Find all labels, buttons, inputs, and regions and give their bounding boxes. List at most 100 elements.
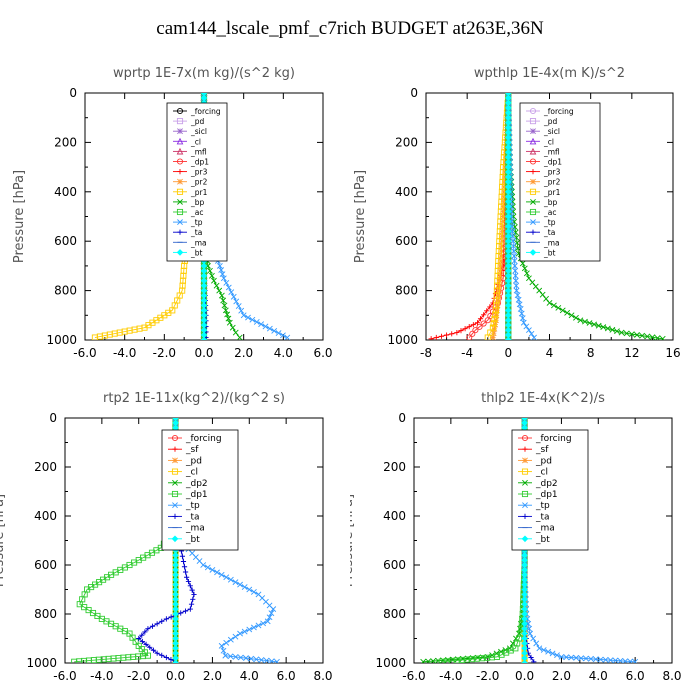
y-axis-label: Pressure [hPa] (12, 170, 27, 263)
legend-label: _forcing (185, 434, 222, 444)
legend-label: _pr3 (190, 168, 208, 177)
data-point (519, 315, 526, 322)
legend-marker (530, 229, 536, 235)
data-point (213, 282, 220, 289)
data-point (484, 334, 491, 340)
legend-marker (521, 490, 529, 498)
data-point (187, 583, 193, 589)
legend-marker (521, 535, 529, 543)
data-point (476, 323, 483, 330)
data-point (218, 642, 225, 649)
x-tick-label: -2.0 (153, 346, 176, 360)
data-point (513, 635, 519, 642)
data-point (583, 655, 589, 662)
data-point (430, 658, 437, 663)
x-tick-label: -6.0 (402, 669, 425, 683)
legend-label: _cl (543, 137, 554, 146)
y-tick-label: 800 (34, 607, 57, 621)
data-point (241, 628, 248, 635)
y-axis-label: Pressure [hPa] (0, 494, 7, 587)
data-point (480, 320, 487, 327)
data-point (428, 336, 434, 340)
data-point (505, 93, 512, 96)
legend-marker (172, 479, 178, 486)
legend-label: _pd (190, 117, 205, 126)
data-point (253, 656, 260, 663)
data-point (523, 270, 530, 277)
legend-label: _pr1 (190, 188, 208, 197)
data-point (491, 325, 498, 332)
legend-label: _ma (543, 238, 560, 247)
data-point (510, 248, 517, 254)
legend-label: _pr3 (543, 168, 561, 177)
legend-label: _ma (190, 238, 207, 247)
x-tick-label: -2.0 (127, 669, 150, 683)
legend-label: _tp (535, 501, 550, 511)
legend-label: _pd (535, 456, 552, 466)
legend-marker (176, 147, 184, 155)
x-tick-label: 16 (665, 346, 680, 360)
data-point (509, 223, 516, 230)
data-point (264, 618, 271, 625)
data-point (512, 272, 519, 279)
legend-marker (171, 490, 179, 498)
legend-marker (171, 468, 179, 475)
y-tick-label: 600 (54, 234, 77, 248)
data-point (268, 610, 275, 617)
data-point (275, 330, 282, 337)
data-point (220, 275, 227, 282)
y-tick-label: 1000 (375, 656, 406, 670)
data-point (218, 292, 225, 299)
y-tick-label: 200 (54, 135, 77, 149)
legend-label: _pr2 (190, 178, 208, 187)
data-point (147, 644, 153, 650)
legend-label: _ta (190, 228, 202, 237)
data-point (227, 636, 234, 643)
data-point (507, 647, 514, 654)
data-point (592, 656, 599, 663)
data-point (568, 312, 575, 319)
legend-marker (176, 118, 184, 125)
legend-marker (529, 249, 537, 256)
chart-rtp2: rtp2 1E-11x(kg^2)/(kg^2 s) Pressure [hPa]… (0, 391, 333, 683)
data-point (232, 653, 239, 660)
legend: _forcing_pd_sicl_cl_mfl_dp1_pr3_pr2_pr1_… (519, 102, 601, 262)
data-point (172, 659, 179, 663)
x-tick-label: -6.0 (73, 346, 96, 360)
data-point (515, 296, 522, 303)
y-tick-label: 0 (49, 411, 57, 425)
y-tick-label: 400 (34, 509, 57, 523)
x-tick-label: 4.0 (240, 669, 259, 683)
data-point (142, 629, 148, 635)
y-tick-label: 800 (54, 284, 77, 298)
x-tick-label: 8.0 (662, 669, 681, 683)
x-tick-label: 6.0 (277, 669, 296, 683)
data-point (248, 655, 255, 662)
legend-label: _ma (535, 524, 555, 534)
data-point (224, 311, 231, 318)
legend-label: _sf (535, 445, 549, 455)
data-point (654, 335, 661, 340)
data-point (609, 326, 616, 333)
data-point (491, 315, 498, 323)
data-point (532, 283, 539, 290)
legend-marker (171, 535, 179, 543)
legend-label: _pd (543, 117, 558, 126)
legend-label: _ma (185, 524, 205, 534)
data-point (513, 282, 520, 289)
data-point (187, 606, 193, 612)
data-point (511, 253, 518, 259)
data-point (614, 328, 620, 335)
x-tick-label: 6.0 (313, 346, 332, 360)
x-tick-label: 0 (505, 346, 513, 360)
data-point (523, 323, 530, 330)
legend: _forcing_sf_pd _cl_dp2_dp1_tp_ta _ma_bt (161, 429, 239, 551)
data-point (509, 233, 516, 240)
data-point (587, 655, 594, 662)
data-point (546, 300, 553, 306)
data-point (498, 651, 505, 658)
data-point (509, 188, 515, 195)
data-point (168, 657, 174, 663)
data-point (525, 275, 532, 282)
data-point (543, 295, 549, 302)
